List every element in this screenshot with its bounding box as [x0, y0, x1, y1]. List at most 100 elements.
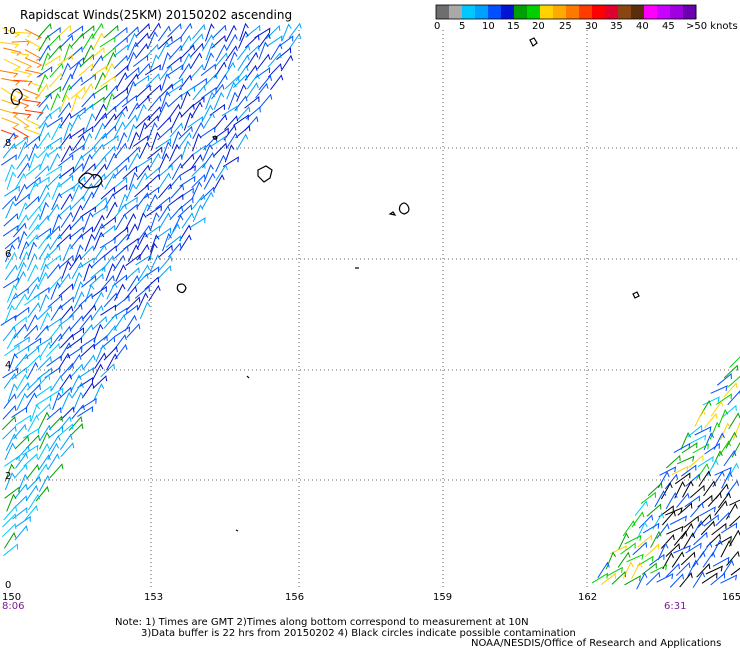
wind-speed-legend [435, 4, 697, 20]
wind-barb [165, 235, 181, 248]
wind-barb [58, 296, 74, 310]
wind-barb [161, 141, 172, 160]
wind-barb [113, 226, 129, 240]
wind-barb [606, 566, 623, 577]
wind-barb [61, 83, 73, 102]
wind-barb [48, 44, 62, 60]
lon-tick-label: 159 [433, 592, 453, 603]
wind-barb [100, 336, 116, 350]
wind-barb [600, 572, 616, 586]
wind-barb [68, 327, 85, 339]
wind-barb [11, 40, 31, 46]
legend-swatch [475, 5, 489, 19]
wind-barb [136, 103, 147, 122]
wind-barb [35, 485, 50, 502]
wind-barb [125, 183, 137, 202]
wind-barb [703, 514, 719, 527]
wind-barb [62, 243, 74, 262]
wind-barb [640, 491, 656, 504]
wind-barb [35, 227, 52, 240]
legend-border [435, 4, 697, 20]
wind-barb [78, 257, 95, 269]
wind-barb [179, 22, 193, 39]
wind-barb [45, 342, 61, 358]
island-outline [235, 529, 239, 532]
wind-barb [82, 354, 96, 371]
wind-barb [57, 101, 72, 118]
wind-barb [3, 47, 22, 56]
wind-barb [70, 233, 84, 250]
wind-barb [203, 164, 214, 182]
wind-barb [703, 432, 715, 451]
legend-swatch [670, 5, 684, 19]
wind-barb [200, 63, 216, 76]
wind-barb [677, 455, 695, 465]
wind-barb [645, 571, 661, 586]
wind-barb [47, 172, 62, 187]
wind-barb [23, 427, 40, 439]
wind-barb [15, 515, 31, 528]
wind-barb [626, 553, 644, 563]
wind-barb [215, 154, 227, 173]
wind-barb [657, 542, 669, 561]
wind-barb [710, 400, 724, 417]
wind-barb [254, 67, 271, 79]
wind-barb [680, 431, 692, 450]
wind-barb [70, 61, 82, 79]
legend-swatch [488, 5, 502, 19]
wind-barb [1, 416, 17, 431]
wind-barbs-layer [0, 22, 740, 590]
wind-barb [631, 561, 643, 580]
wind-barb [46, 354, 62, 367]
wind-barb [28, 213, 41, 230]
wind-barb [700, 520, 715, 536]
wind-barb [133, 75, 150, 87]
wind-barb [718, 440, 731, 457]
wind-barb [63, 121, 73, 140]
wind-barb [171, 111, 183, 129]
wind-barb [2, 27, 21, 38]
wind-barb [4, 344, 20, 357]
wind-barb [690, 502, 704, 518]
wind-barb [10, 51, 30, 59]
wind-barb [50, 281, 61, 300]
wind-barb [16, 382, 30, 398]
wind-barb [38, 113, 52, 129]
wind-barb [69, 57, 85, 71]
wind-barb [712, 556, 730, 567]
wind-barb [35, 394, 52, 407]
wind-barb [23, 293, 40, 306]
wind-barb [115, 233, 130, 248]
wind-barb [68, 144, 85, 156]
map-title: Rapidscat Winds(25KM) 20150202 ascending [20, 8, 293, 22]
wind-barb [46, 203, 60, 220]
wind-barb [122, 165, 138, 180]
wind-barb [650, 564, 668, 574]
island-outline [632, 291, 640, 299]
wind-barb [94, 352, 107, 369]
wind-barb [84, 284, 95, 303]
wind-barb [38, 233, 52, 250]
wind-barb [23, 453, 38, 467]
wind-barb [13, 323, 27, 339]
wind-barb [136, 192, 150, 209]
wind-barb [94, 71, 106, 90]
wind-barb [257, 53, 271, 70]
wind-barb [160, 90, 171, 110]
island-outline [388, 211, 397, 216]
wind-barb [39, 341, 52, 359]
wind-barb [710, 385, 728, 394]
island-outline [246, 375, 250, 379]
wind-barb [136, 84, 151, 98]
wind-barb [17, 230, 28, 249]
wind-barb [69, 215, 84, 230]
wind-barb [84, 233, 95, 252]
wind-barb [93, 323, 104, 342]
island-outlines [10, 37, 640, 532]
wind-barb [160, 73, 171, 92]
wind-barb [5, 433, 18, 451]
wind-barb [46, 34, 61, 49]
wind-barb [12, 506, 28, 520]
wind-barb [60, 144, 73, 162]
wind-barb [106, 201, 118, 219]
